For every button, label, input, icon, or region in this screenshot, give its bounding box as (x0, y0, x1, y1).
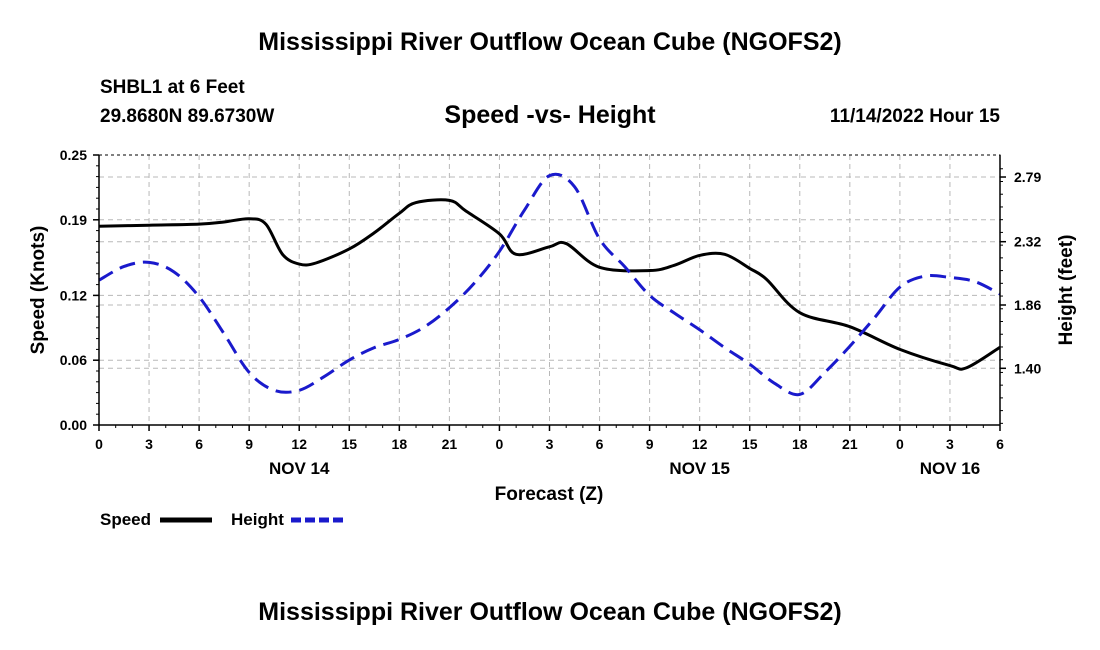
x-tick-label: 15 (742, 436, 758, 452)
x-tick-label: 6 (195, 436, 203, 452)
y-tick-label-left: 0.19 (60, 212, 87, 228)
x-tick-label: 6 (996, 436, 1004, 452)
date-label: NOV 14 (269, 459, 330, 478)
y-tick-label-right: 2.32 (1014, 234, 1041, 250)
station-label: SHBL1 at 6 Feet (100, 77, 245, 98)
x-tick-label: 9 (245, 436, 253, 452)
x-tick-label: 21 (842, 436, 858, 452)
series-line-speed (98, 198, 1001, 371)
x-tick-label: 21 (442, 436, 458, 452)
legend-speed-label: Speed (100, 510, 151, 529)
y-tick-label-right: 2.79 (1014, 169, 1041, 185)
x-tick-label: 0 (95, 436, 103, 452)
x-tick-label: 18 (792, 436, 808, 452)
tick-labels: 0 3 6 9 12 15 18 21 0 3 6 9 12 15 18 21 0 3 6 NOV 14 NOV 15 N… (60, 147, 1042, 478)
x-tick-label: 12 (291, 436, 307, 452)
series-lines (98, 172, 1001, 397)
y-tick-label-left: 0.12 (60, 287, 87, 303)
y-axis-title: Speed (Knots) (28, 226, 49, 355)
station-coordinates: 29.8680N 89.6730W (100, 106, 275, 127)
y-tick-label-left: 0.06 (60, 352, 87, 368)
x-tick-label: 3 (946, 436, 954, 452)
x-tick-label: 18 (392, 436, 408, 452)
y-tick-label-right: 1.86 (1014, 297, 1041, 313)
axes (93, 154, 1006, 431)
x-tick-label: 3 (145, 436, 153, 452)
y-tick-label-right: 1.40 (1014, 360, 1041, 376)
x-tick-label: 9 (646, 436, 654, 452)
footer-title: Mississippi River Outflow Ocean Cube (NG… (258, 598, 842, 626)
date-label: NOV 16 (920, 459, 980, 478)
series-line-height (98, 172, 1001, 397)
x-tick-label: 12 (692, 436, 708, 452)
y-tick-label-left: 0.00 (60, 417, 87, 433)
y2-axis-title: Height (feet) (1056, 235, 1077, 346)
legend-height-label: Height (231, 510, 284, 529)
chart-main-title: Mississippi River Outflow Ocean Cube (NG… (258, 28, 842, 56)
date-label: NOV 15 (669, 459, 729, 478)
x-tick-label: 0 (896, 436, 904, 452)
grid (99, 155, 1000, 425)
chart-subtitle: Speed -vs- Height (444, 101, 656, 129)
x-tick-label: 6 (596, 436, 604, 452)
forecast-datetime: 11/14/2022 Hour 15 (829, 106, 1000, 127)
x-tick-label: 15 (341, 436, 357, 452)
x-tick-label: 0 (496, 436, 504, 452)
legend: Speed Height (100, 510, 343, 529)
x-tick-label: 3 (546, 436, 554, 452)
x-axis-title: Forecast (Z) (495, 484, 604, 505)
y-tick-label-left: 0.25 (60, 147, 87, 163)
